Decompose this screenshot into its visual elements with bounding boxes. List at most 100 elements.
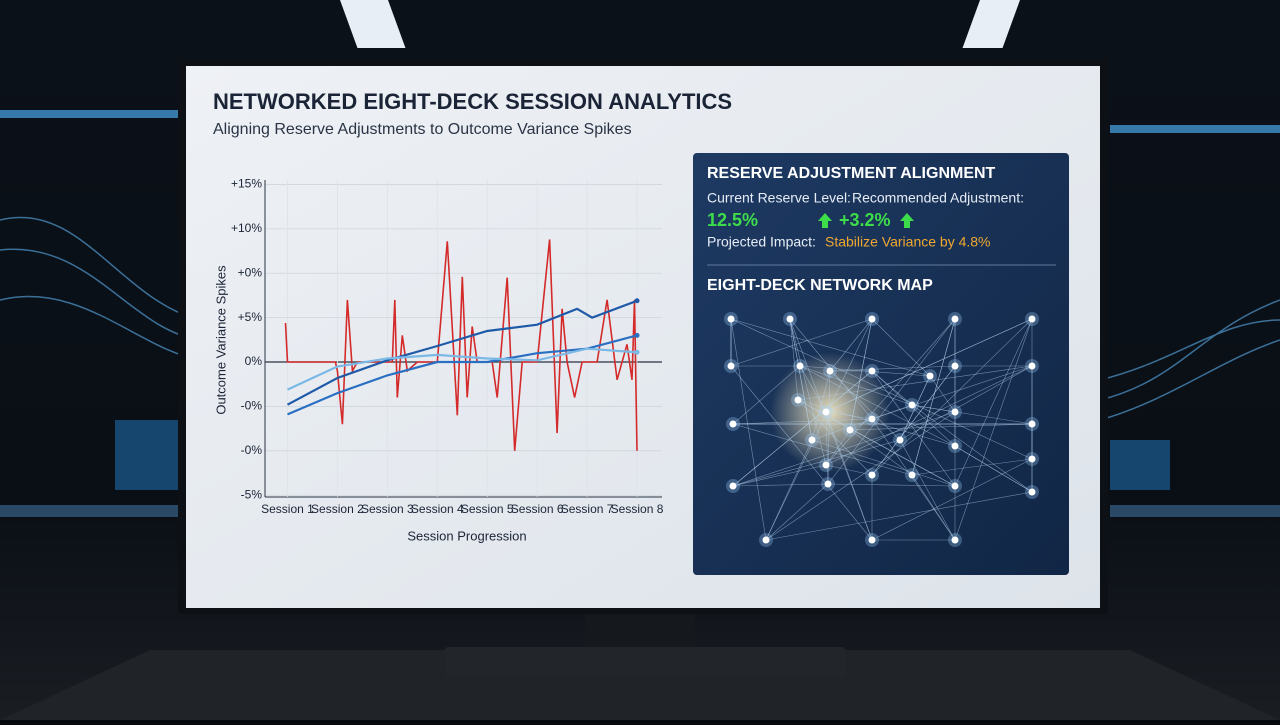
map-edge bbox=[827, 318, 956, 485]
map-node bbox=[822, 461, 830, 469]
map-node bbox=[951, 362, 959, 370]
series-line bbox=[287, 347, 638, 391]
map-node bbox=[951, 482, 959, 490]
map-edge bbox=[732, 423, 913, 476]
current-label: Current Reserve Level: bbox=[707, 190, 851, 206]
wall-light bbox=[0, 110, 180, 118]
map-edge bbox=[825, 429, 851, 466]
map-node bbox=[868, 367, 876, 375]
map-edge bbox=[871, 370, 913, 406]
map-edge bbox=[871, 370, 956, 447]
map-edge bbox=[732, 365, 801, 425]
map-node bbox=[824, 480, 832, 488]
map-edge bbox=[765, 411, 956, 541]
map-node bbox=[794, 396, 802, 404]
ceiling-light bbox=[340, 0, 406, 48]
map-edge bbox=[849, 318, 873, 431]
map-edge bbox=[811, 404, 913, 441]
map-edge bbox=[730, 318, 1033, 460]
desk bbox=[0, 650, 1280, 720]
panel-title: RESERVE ADJUSTMENT ALIGNMENT bbox=[707, 165, 996, 182]
map-edge bbox=[829, 365, 956, 372]
map-node bbox=[822, 408, 830, 416]
map-edge bbox=[911, 318, 956, 476]
map-node bbox=[727, 362, 735, 370]
map-edge bbox=[811, 370, 831, 441]
monitor-stand bbox=[585, 608, 695, 653]
map-edge bbox=[732, 411, 956, 487]
map-node bbox=[762, 536, 770, 544]
map-node bbox=[727, 315, 735, 323]
map-edge bbox=[954, 445, 1033, 493]
map-edge bbox=[797, 365, 1033, 401]
map-edge bbox=[765, 318, 873, 541]
series-line bbox=[286, 299, 638, 406]
map-edge bbox=[871, 458, 1033, 541]
x-axis-label: Session Progression bbox=[407, 528, 526, 543]
map-edge bbox=[871, 370, 956, 487]
y-tick-label: +10% bbox=[231, 221, 262, 235]
wave-decoration bbox=[1099, 299, 1280, 421]
impact-value: Stabilize Variance by 4.8% bbox=[825, 234, 991, 250]
map-node bbox=[1028, 420, 1036, 428]
map-node bbox=[951, 315, 959, 323]
map-node bbox=[796, 362, 804, 370]
x-tick-label: Session 5 bbox=[461, 502, 514, 516]
recommended-value: +3.2% bbox=[839, 210, 891, 230]
map-edge bbox=[789, 318, 827, 466]
reserve-panel bbox=[693, 153, 1069, 575]
wave-decoration bbox=[0, 216, 201, 361]
map-edge bbox=[899, 439, 956, 541]
map-edge bbox=[799, 365, 931, 377]
map-node bbox=[908, 401, 916, 409]
map-edge bbox=[911, 458, 1033, 476]
chart: Outcome Variance Spikes Session Progress… bbox=[213, 177, 663, 544]
map-edge bbox=[849, 423, 1033, 431]
map-edge bbox=[789, 318, 813, 441]
side-screen bbox=[115, 420, 180, 490]
map-node bbox=[826, 367, 834, 375]
map-edge bbox=[825, 318, 1033, 413]
y-tick-label: 0% bbox=[245, 354, 263, 368]
x-tick-label: Session 8 bbox=[611, 502, 664, 516]
map-edge bbox=[799, 365, 956, 447]
map-edge bbox=[765, 491, 1033, 541]
x-tick-label: Session 6 bbox=[511, 502, 564, 516]
map-node bbox=[786, 315, 794, 323]
map-node bbox=[868, 536, 876, 544]
map-node bbox=[868, 315, 876, 323]
current-value: 12.5% bbox=[707, 210, 758, 230]
impact-label: Projected Impact: bbox=[707, 234, 816, 250]
map-edge bbox=[732, 464, 827, 487]
map-edge bbox=[730, 318, 767, 541]
map-edge bbox=[871, 318, 1033, 476]
map-title: EIGHT-DECK NETWORK MAP bbox=[707, 277, 933, 294]
map-edge bbox=[765, 439, 813, 541]
map-edge bbox=[954, 318, 1033, 541]
map-node bbox=[808, 436, 816, 444]
end-point bbox=[634, 298, 640, 304]
page-subtitle: Aligning Reserve Adjustments to Outcome … bbox=[213, 121, 632, 138]
map-edge bbox=[811, 439, 956, 487]
up-arrow bbox=[818, 213, 832, 228]
map-edge bbox=[871, 365, 956, 476]
wall-light bbox=[1110, 125, 1280, 133]
map-edge bbox=[765, 483, 829, 541]
series-line bbox=[287, 334, 638, 416]
map-edge bbox=[827, 483, 956, 487]
map-node bbox=[926, 372, 934, 380]
map-node bbox=[951, 408, 959, 416]
map-edge bbox=[732, 370, 873, 487]
end-point bbox=[634, 349, 640, 355]
map-edge bbox=[825, 318, 956, 466]
x-tick-label: Session 7 bbox=[561, 502, 614, 516]
map-edge bbox=[911, 474, 956, 541]
y-axis-label: Outcome Variance Spikes bbox=[213, 265, 228, 415]
map-edge bbox=[849, 418, 873, 431]
map-edge bbox=[871, 418, 956, 541]
map-edge bbox=[730, 318, 931, 377]
map-edge bbox=[732, 418, 873, 425]
map-node bbox=[951, 536, 959, 544]
